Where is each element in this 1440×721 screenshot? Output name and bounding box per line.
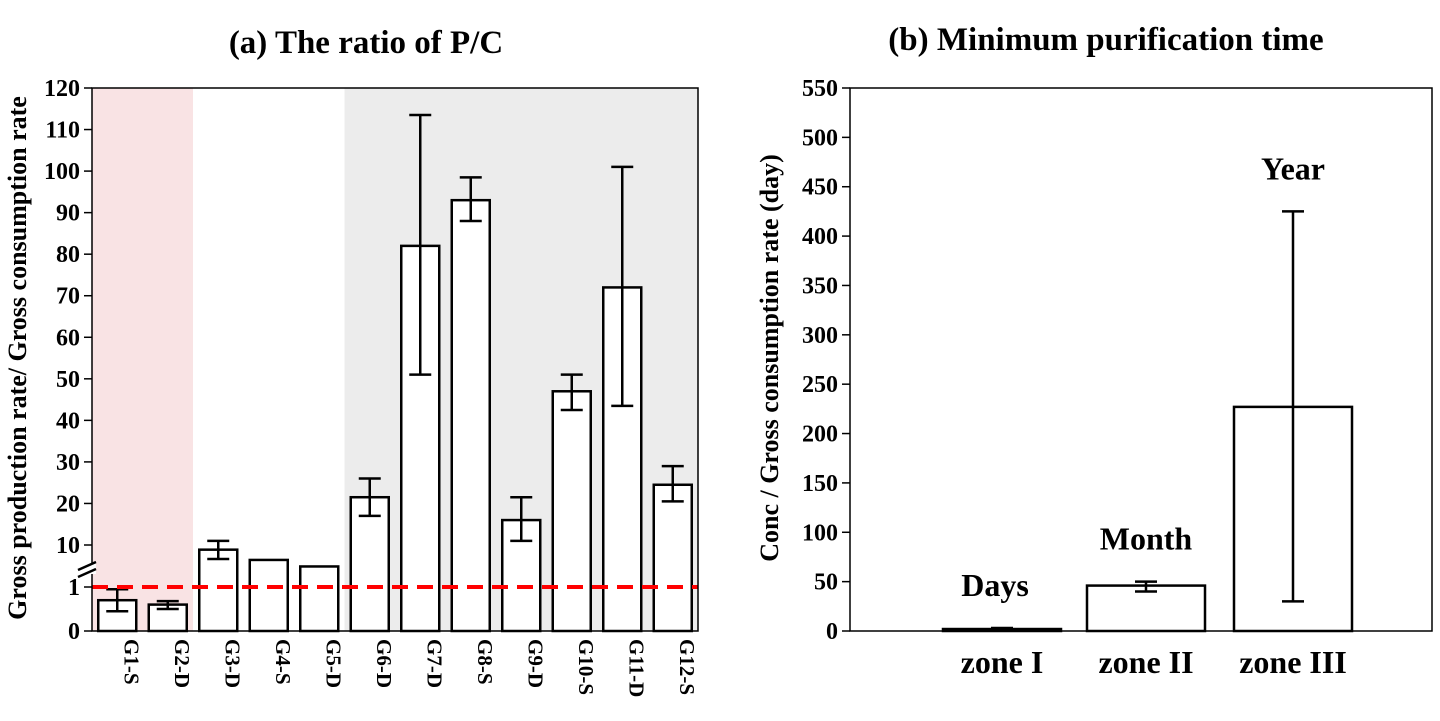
bar-g4-s (248, 558, 289, 633)
y-tick-label-a: 40 (56, 408, 80, 434)
bar-g12-s (652, 483, 693, 633)
x-tick-label-g8-s: G8-S (473, 639, 497, 685)
x-tick-label-g5-d: G5-D (321, 639, 345, 688)
chart-title-a: (a) The ratio of P/C (229, 25, 503, 61)
x-tick-label-zone-iii: zone III (1239, 644, 1347, 680)
y-tick-label-a: 120 (44, 76, 80, 102)
y-tick-label-b: 50 (814, 570, 838, 596)
y-tick-label-b: 400 (802, 224, 838, 250)
annotation-month: Month (1100, 521, 1193, 557)
y-tick-label-a: 60 (56, 325, 80, 351)
y-tick-label-b: 300 (802, 323, 838, 349)
error-bar-g2-d (156, 599, 179, 611)
y-tick-label-b: 550 (802, 76, 838, 102)
bar-g5-d (299, 565, 340, 633)
y-tick-label-b: 200 (802, 422, 838, 448)
x-tick-label-g9-d: G9-D (523, 639, 547, 688)
x-tick-label-g11-d: G11-D (624, 639, 648, 697)
bar-g6-d (349, 495, 390, 633)
x-tick-labels-a: G1-S G2-D G3-D G4-S G5-D G6-D G7-D G8-S G9-D G10-… (119, 639, 699, 697)
plot-frame-b (849, 87, 1433, 632)
error-bar-g9-d (510, 495, 533, 543)
bar-g3-d (198, 548, 239, 633)
y-axis-label-a: Gross production rate/ Gross consumption… (3, 96, 32, 620)
error-bar-g7-d (409, 113, 432, 376)
x-tick-label-zone-ii: zone II (1098, 644, 1193, 680)
annotation-year: Year (1261, 150, 1325, 186)
y-tick-label-b: 150 (802, 471, 838, 497)
y-tick-label-a: 100 (44, 159, 80, 185)
error-bar-g6-d (358, 477, 381, 518)
error-bar-g11-d (611, 165, 634, 408)
x-tick-label-g12-s: G12-S (675, 639, 699, 695)
y-ticks-b: 0 50 100 150 200 250 300 350 400 450 500 550 (802, 76, 850, 645)
y-tick-label-b: 450 (802, 175, 838, 201)
x-tick-label-g7-d: G7-D (422, 639, 446, 688)
bar-annotations-b: Days Month Year (961, 150, 1325, 603)
bar-g10-s (551, 390, 592, 633)
x-tick-label-g1-s: G1-S (119, 639, 143, 685)
y-tick-label-b: 100 (802, 520, 838, 546)
y-axis-label-b: Conc / Gross consumption rate (day) (755, 154, 784, 562)
error-bar-zone-ii (1135, 580, 1157, 593)
y-tick-label-b: 250 (802, 372, 838, 398)
x-tick-label-zone-i: zone I (961, 644, 1044, 680)
error-bar-group-a (106, 113, 684, 613)
y-tick-label-a: 70 (56, 284, 80, 310)
x-tick-label-g3-d: G3-D (220, 639, 244, 688)
y-tick-label-a: 20 (56, 491, 80, 517)
y-tick-label-a: 0 (68, 619, 80, 645)
x-tick-label-g4-s: G4-S (271, 639, 295, 685)
error-bar-zone-iii (1282, 210, 1304, 603)
y-tick-label-b: 0 (826, 619, 838, 645)
y-tick-label-a: 10 (56, 533, 80, 559)
y-tick-label-a: 30 (56, 450, 80, 476)
y-tick-label-a: 90 (56, 201, 80, 227)
shade-red-region (92, 88, 193, 631)
y-tick-label-b: 350 (802, 273, 838, 299)
error-bar-g10-s (560, 373, 583, 412)
axis-break-mark (77, 560, 97, 579)
plot-frame-a (91, 87, 699, 632)
error-bar-g3-d (207, 539, 230, 561)
y-tick-label-a: 1 (68, 575, 80, 601)
chart-title-b: (b) Minimum purification time (888, 22, 1323, 58)
error-bar-g1-s (106, 587, 129, 613)
panel-b: 0 50 100 150 200 250 300 350 400 450 500 550 zone I… (755, 22, 1433, 680)
error-bar-g12-s (661, 464, 684, 503)
y-tick-label-a: 50 (56, 367, 80, 393)
error-bar-zone-i (991, 626, 1013, 632)
x-tick-label-g6-d: G6-D (372, 639, 396, 688)
y-tick-label-a: 110 (45, 118, 80, 144)
y-tick-label-b: 500 (802, 125, 838, 151)
bar-g8-s (450, 198, 491, 633)
y-tick-label-a: 80 (56, 242, 80, 268)
error-bar-g8-s (459, 176, 482, 223)
x-tick-label-g2-d: G2-D (170, 639, 194, 688)
annotation-days: Days (961, 567, 1029, 603)
x-tick-labels-b: zone I zone II zone III (961, 644, 1347, 680)
error-bar-group-b (991, 210, 1304, 632)
x-tick-label-g10-s: G10-S (574, 639, 598, 695)
